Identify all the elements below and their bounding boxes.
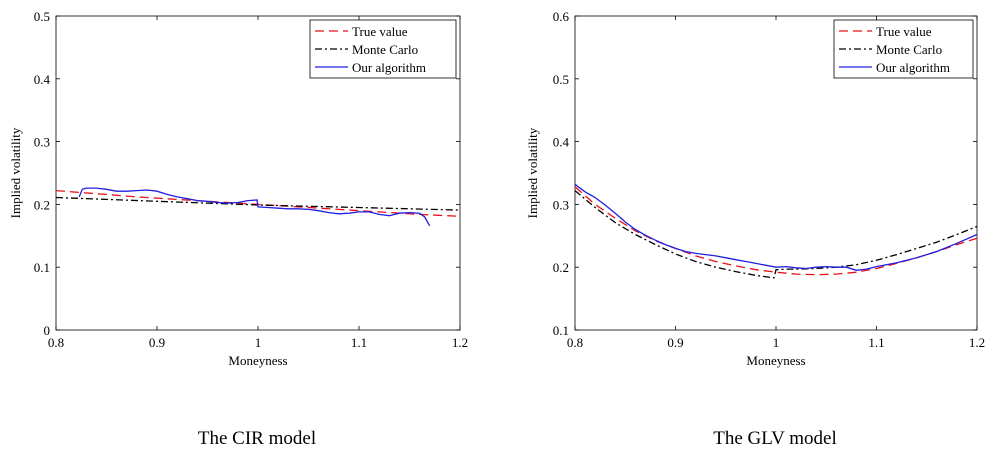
y-axis-label: Implied volatility xyxy=(8,127,23,218)
y-tick-label: 0.6 xyxy=(553,9,570,24)
series-line-monte-carlo xyxy=(55,196,461,211)
legend-label: Our algorithm xyxy=(352,60,426,75)
x-tick-label: 1.1 xyxy=(351,335,367,350)
y-tick-label: 0.2 xyxy=(553,260,569,275)
x-tick-label: 0.9 xyxy=(667,335,683,350)
chart-glv: 0.8 0.9 1 1.1 1.2 0.1 0.2 0.3 0.4 0.5 0.6 Moneyness… xyxy=(525,9,985,368)
y-tick-label: 0.2 xyxy=(34,197,50,212)
caption-cir: The CIR model xyxy=(198,428,316,448)
series-line-monte-carlo xyxy=(574,190,978,279)
legend-label: Our algorithm xyxy=(876,60,950,75)
x-tick-label: 0.8 xyxy=(567,335,583,350)
y-tick-label: 0.1 xyxy=(553,323,569,338)
series-line-our-algorithm xyxy=(574,183,978,271)
x-tick-label: 1.2 xyxy=(969,335,985,350)
series-line-true-value xyxy=(574,186,978,276)
y-axis-label: Implied volatility xyxy=(525,127,540,218)
x-tick-label: 0.8 xyxy=(48,335,64,350)
y-tick-label: 0 xyxy=(44,323,51,338)
y-tick-label: 0.5 xyxy=(553,72,569,87)
legend-label: True value xyxy=(876,24,932,39)
legend-label: Monte Carlo xyxy=(352,42,418,57)
series-line-our-algorithm xyxy=(78,187,431,227)
y-tick-label: 0.3 xyxy=(34,135,50,150)
y-tick-label: 0.4 xyxy=(553,135,570,150)
y-tick-label: 0.1 xyxy=(34,260,50,275)
legend-label: True value xyxy=(352,24,408,39)
x-tick-label: 1 xyxy=(773,335,780,350)
chart-cir: 0.8 0.9 1 1.1 1.2 0 0.1 0.2 0.3 0.4 0.5 Moneyness Im… xyxy=(8,9,468,368)
x-tick-label: 1.2 xyxy=(452,335,468,350)
legend-label: Monte Carlo xyxy=(876,42,942,57)
caption-glv: The GLV model xyxy=(713,428,837,448)
y-tick-label: 0.4 xyxy=(34,72,51,87)
x-axis-label: Moneyness xyxy=(746,353,805,368)
x-tick-label: 1.1 xyxy=(868,335,884,350)
x-tick-label: 1 xyxy=(255,335,262,350)
x-tick-label: 0.9 xyxy=(149,335,165,350)
y-tick-label: 0.5 xyxy=(34,9,50,24)
y-tick-label: 0.3 xyxy=(553,197,569,212)
x-axis-label: Moneyness xyxy=(228,353,287,368)
